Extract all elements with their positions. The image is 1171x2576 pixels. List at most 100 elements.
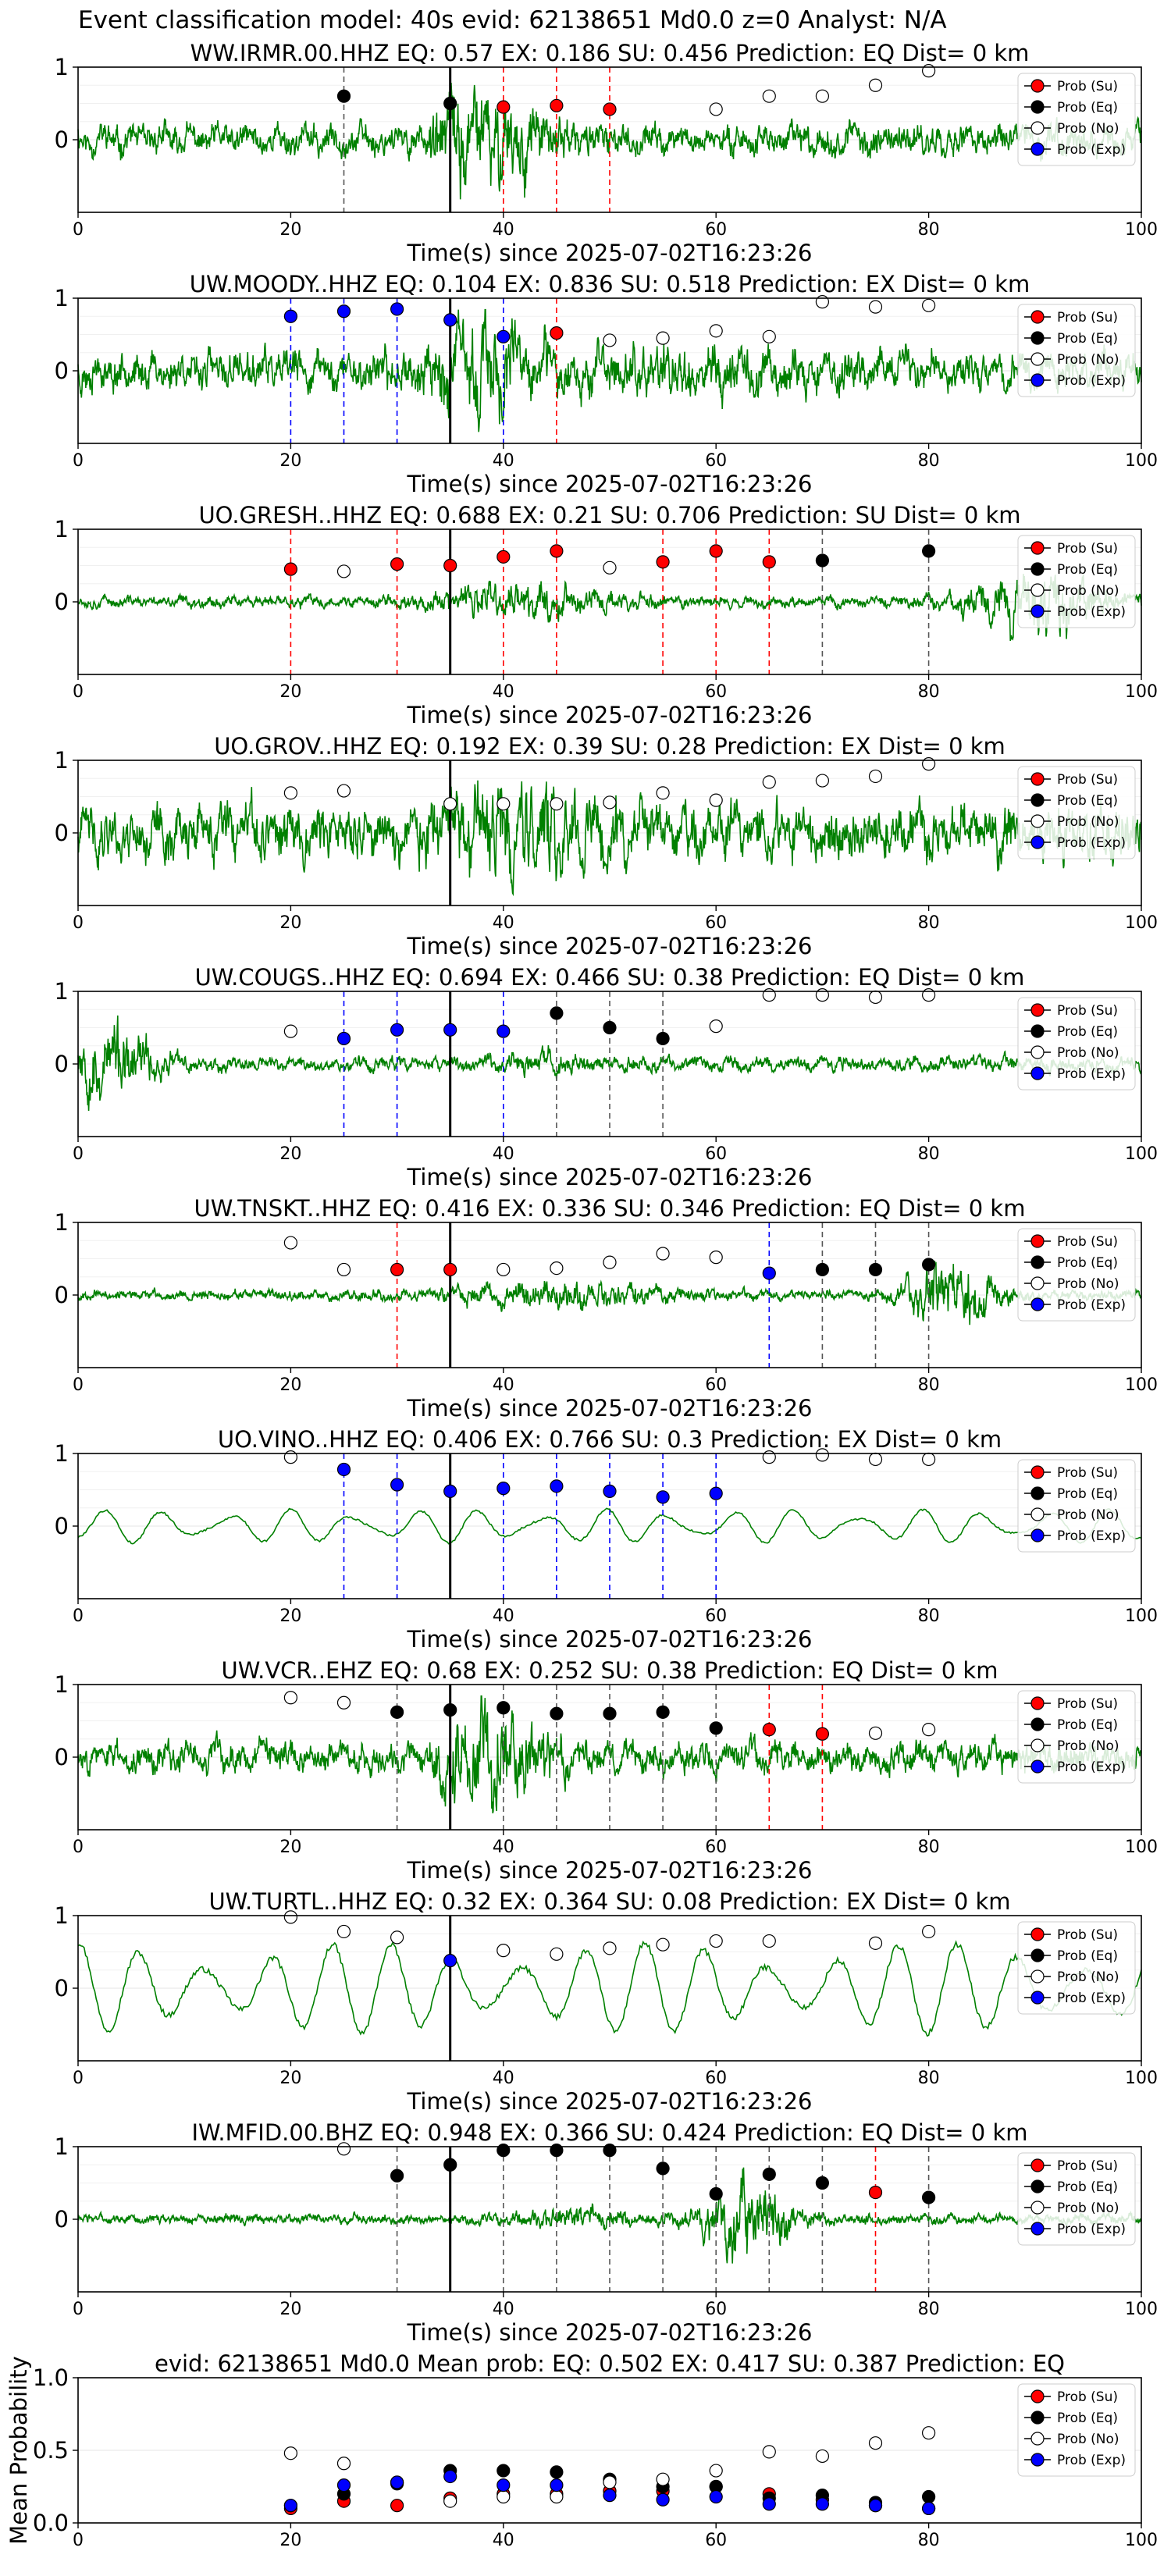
prob-point-no	[497, 797, 511, 811]
x-axis-label: Time(s) since 2025-07-02T16:23:26	[407, 2319, 813, 2346]
prob-point-no	[283, 786, 297, 800]
mean-point-exp	[921, 2501, 936, 2515]
legend-label: Prob (Su)	[1057, 2158, 1118, 2174]
legend-marker-no	[1030, 1045, 1045, 1059]
x-axis-label: Time(s) since 2025-07-02T16:23:26	[407, 702, 813, 728]
prob-point-no	[603, 1941, 617, 1955]
legend-label: Prob (No)	[1057, 352, 1119, 368]
prob-point-no	[497, 1944, 511, 1958]
x-tick-label: 40	[493, 451, 514, 471]
legend-label: Prob (No)	[1057, 1738, 1119, 1754]
legend-label: Prob (Exp)	[1057, 835, 1126, 851]
prob-point-no	[603, 560, 617, 575]
prob-point-no	[283, 1910, 297, 1924]
legend-label: Prob (Su)	[1057, 1465, 1118, 1481]
prob-point-exp	[443, 1484, 457, 1498]
prob-point-no	[709, 1019, 723, 1034]
legend-marker-exp	[1030, 2222, 1045, 2236]
legend-label: Prob (Eq)	[1057, 1255, 1118, 1271]
x-tick-label: 20	[279, 913, 301, 933]
waveform-trace	[77, 1260, 1142, 1325]
y-tick-label: 0	[55, 126, 69, 153]
prob-point-eq	[921, 544, 936, 558]
prob-point-eq	[868, 1262, 883, 1277]
prob-point-su	[762, 1723, 776, 1737]
x-tick-label: 0	[73, 913, 84, 933]
x-axis-label: Time(s) since 2025-07-02T16:23:26	[407, 1626, 813, 1653]
mean-point-no	[336, 2457, 351, 2471]
panel-title: UW.VCR..EHZ EQ: 0.68 EX: 0.252 SU: 0.38 …	[222, 1657, 998, 1684]
y-tick-label: 0	[55, 1975, 69, 2001]
prob-point-eq	[550, 1006, 564, 1020]
legend-label: Prob (Exp)	[1057, 1297, 1126, 1313]
prob-point-no	[443, 797, 457, 811]
prob-point-exp	[550, 1479, 564, 1493]
mean-point-exp	[336, 2478, 351, 2492]
legend-marker-eq	[1030, 1948, 1045, 1962]
prob-point-no	[336, 564, 351, 578]
panel-title: UW.MOODY..HHZ EQ: 0.104 EX: 0.836 SU: 0.…	[190, 271, 1030, 297]
prob-point-no	[550, 797, 564, 811]
panel-1: WW.IRMR.00.HHZ EQ: 0.57 EX: 0.186 SU: 0.…	[55, 40, 1158, 266]
legend-marker-eq	[1030, 2179, 1045, 2194]
prob-point-no	[921, 64, 936, 78]
x-tick-label: 40	[493, 913, 514, 933]
prob-point-no	[921, 1924, 936, 1939]
prob-point-no	[550, 1261, 564, 1276]
x-tick-label: 80	[918, 1838, 940, 1857]
prob-point-no	[656, 331, 670, 345]
x-tick-label: 60	[705, 913, 727, 933]
waveform-trace	[77, 1507, 1142, 1545]
prob-point-no	[815, 1448, 830, 1462]
mean-point-no	[603, 2475, 617, 2489]
legend-box	[1017, 2152, 1136, 2246]
x-tick-label: 0	[73, 2300, 84, 2319]
waveform-trace	[77, 1015, 1142, 1112]
prob-point-no	[762, 1450, 776, 1464]
legend-box	[1017, 1690, 1136, 1784]
panel-title: IW.MFID.00.BHZ EQ: 0.948 EX: 0.366 SU: 0…	[191, 2119, 1027, 2146]
prob-point-no	[709, 1934, 723, 1948]
prob-point-eq	[762, 2167, 776, 2181]
mean-point-exp	[762, 2497, 776, 2511]
y-tick-label: 1	[55, 2133, 69, 2160]
legend-box	[1017, 304, 1136, 397]
legend-label: Prob (Exp)	[1057, 1528, 1126, 1544]
legend-marker-su	[1030, 1003, 1045, 1017]
legend-marker-eq	[1030, 100, 1045, 114]
panel-title: evid: 62138651 Md0.0 Mean prob: EQ: 0.50…	[155, 2350, 1065, 2377]
y-tick-label: 1	[55, 978, 69, 1005]
prob-point-no	[868, 1936, 883, 1950]
legend-label: Prob (Exp)	[1057, 2222, 1126, 2237]
legend-marker-no	[1030, 1969, 1045, 1984]
prob-point-no	[762, 1934, 776, 1948]
prob-point-no	[921, 1452, 936, 1467]
mean-point-no	[921, 2426, 936, 2440]
legend-marker-eq	[1030, 1255, 1045, 1269]
prob-point-no	[283, 1236, 297, 1250]
x-tick-label: 20	[279, 2531, 301, 2550]
prob-point-exp	[497, 1024, 511, 1038]
legend-label: Prob (Eq)	[1057, 331, 1118, 347]
prob-point-exp	[709, 1486, 723, 1500]
prob-point-no	[283, 1024, 297, 1038]
prob-point-eq	[709, 2186, 723, 2201]
prob-point-no	[762, 329, 776, 343]
legend-label: Prob (No)	[1057, 583, 1119, 599]
legend-label: Prob (No)	[1057, 1507, 1119, 1523]
legend-label: Prob (Eq)	[1057, 1948, 1118, 1964]
x-tick-label: 80	[918, 1144, 940, 1164]
mean-point-no	[443, 2494, 457, 2508]
prob-point-no	[868, 769, 883, 784]
prob-point-no	[336, 784, 351, 798]
mean-point-exp	[283, 2499, 297, 2513]
x-tick-label: 100	[1125, 1375, 1158, 1395]
mean-point-exp	[603, 2489, 617, 2503]
x-axis-label: Time(s) since 2025-07-02T16:23:26	[407, 471, 813, 497]
x-tick-label: 60	[705, 1375, 727, 1395]
x-tick-label: 80	[918, 2531, 940, 2550]
x-tick-label: 60	[705, 1606, 727, 1626]
mean-point-exp	[497, 2478, 511, 2492]
legend-label: Prob (Eq)	[1057, 2411, 1118, 2426]
prob-point-su	[709, 544, 723, 558]
